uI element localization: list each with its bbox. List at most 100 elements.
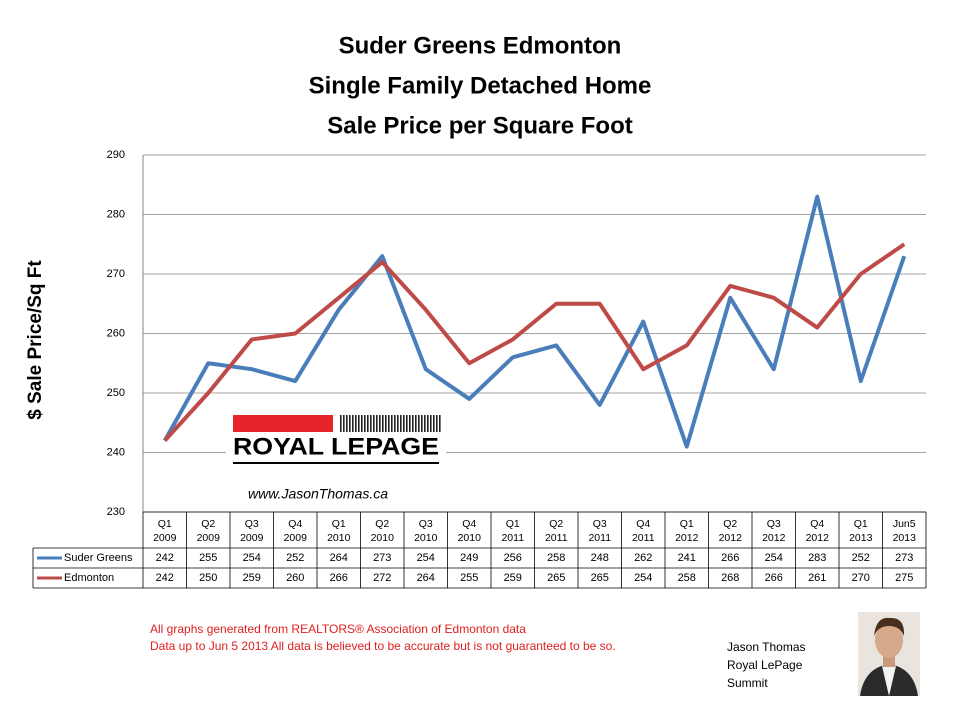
- y-tick-label: 240: [107, 446, 125, 458]
- x-tick-label: Q1 2012: [675, 517, 699, 544]
- table-value: 255: [460, 572, 478, 584]
- y-tick-label: 250: [107, 387, 125, 399]
- logo-bar: [233, 415, 333, 432]
- y-tick-label: 260: [107, 327, 125, 339]
- logo: ROYAL LEPAGE www.JasonThomas.ca: [226, 408, 446, 506]
- x-tick-label: Q2 2010: [370, 517, 394, 544]
- barcode-bar: [373, 415, 375, 432]
- barcode-bar: [421, 415, 423, 432]
- table-value: 266: [765, 572, 783, 584]
- x-tick-label: Jun5 2013: [892, 517, 916, 544]
- table-value: 259: [504, 572, 522, 584]
- y-tick-label: 270: [107, 268, 125, 280]
- barcode-bar: [403, 415, 405, 432]
- table-value: 258: [678, 572, 696, 584]
- barcode-bar: [391, 415, 393, 432]
- barcode-bar: [406, 415, 408, 432]
- barcode-bar: [430, 415, 432, 432]
- table-value: 266: [330, 572, 348, 584]
- table-value: 254: [243, 552, 261, 564]
- table-value: 242: [156, 552, 174, 564]
- table-value: 252: [852, 552, 870, 564]
- table-value: 254: [417, 552, 435, 564]
- photo-shirt: [882, 666, 896, 696]
- table-value: 270: [852, 572, 870, 584]
- x-tick-label: Q1 2010: [327, 517, 351, 544]
- barcode-bar: [367, 415, 369, 432]
- y-tick-label: 230: [107, 506, 125, 518]
- table-value: 256: [504, 552, 522, 564]
- table-value: 255: [199, 552, 217, 564]
- x-tick-label: Q1 2013: [849, 517, 873, 544]
- barcode-bar: [385, 415, 387, 432]
- x-tick-label: Q3 2012: [762, 517, 786, 544]
- barcode-bar: [343, 415, 345, 432]
- x-tick-label: Q3 2010: [414, 517, 438, 544]
- table-value: 252: [286, 552, 304, 564]
- y-tick-label: 280: [107, 208, 125, 220]
- x-tick-label: Q1 2009: [153, 517, 177, 544]
- table-value: 242: [156, 572, 174, 584]
- y-axis-label: $ Sale Price/Sq Ft: [25, 260, 46, 420]
- barcode-bar: [424, 415, 426, 432]
- barcode-bar: [439, 415, 441, 432]
- signature: Summit: [727, 676, 768, 690]
- barcode-bar: [364, 415, 366, 432]
- table-value: 273: [373, 552, 391, 564]
- table-value: 275: [895, 572, 913, 584]
- x-tick-label: Q3 2009: [240, 517, 264, 544]
- barcode-bar: [352, 415, 354, 432]
- table-value: 258: [547, 552, 565, 564]
- x-tick-label: Q4 2011: [631, 517, 655, 544]
- table-value: 254: [634, 572, 652, 584]
- barcode-bar: [379, 415, 381, 432]
- series-line: [163, 194, 907, 449]
- barcode-bar: [412, 415, 414, 432]
- table-value: 265: [547, 572, 565, 584]
- barcode-bar: [436, 415, 438, 432]
- x-tick-label: Q2 2009: [196, 517, 220, 544]
- x-tick-label: Q2 2011: [544, 517, 568, 544]
- table-value: 264: [330, 552, 348, 564]
- logo-rule: [233, 462, 439, 464]
- barcode-bar: [358, 415, 360, 432]
- chart-title: Suder Greens Edmonton: [339, 32, 622, 59]
- photo-face: [875, 622, 903, 658]
- logo-website: www.JasonThomas.ca: [248, 486, 388, 502]
- x-tick-label: Q4 2012: [805, 517, 829, 544]
- logo-brand: ROYAL LEPAGE: [233, 433, 439, 460]
- table-value: 248: [591, 552, 609, 564]
- table-value: 266: [721, 552, 739, 564]
- x-tick-label: Q4 2010: [457, 517, 481, 544]
- barcode-bar: [349, 415, 351, 432]
- table-value: 261: [808, 572, 826, 584]
- series-line: [163, 242, 906, 442]
- table-value: 241: [678, 552, 696, 564]
- barcode-bar: [409, 415, 411, 432]
- x-tick-label: Q2 2012: [718, 517, 742, 544]
- signature: Jason Thomas: [727, 640, 806, 654]
- table-value: 264: [417, 572, 435, 584]
- footnote: Data up to Jun 5 2013 All data is believ…: [150, 639, 616, 653]
- table-value: 262: [634, 552, 652, 564]
- barcode-bar: [418, 415, 420, 432]
- table-value: 254: [765, 552, 783, 564]
- barcode-bar: [355, 415, 357, 432]
- barcode-bar: [361, 415, 363, 432]
- table-value: 268: [721, 572, 739, 584]
- barcode-bar: [415, 415, 417, 432]
- table-value: 250: [199, 572, 217, 584]
- barcode-bar: [400, 415, 402, 432]
- signature: Royal LePage: [727, 658, 803, 672]
- photo-neck: [883, 655, 895, 667]
- table-value: 260: [286, 572, 304, 584]
- photo: [858, 612, 920, 696]
- table-value: 265: [591, 572, 609, 584]
- barcode-bar: [427, 415, 429, 432]
- barcode-bar: [370, 415, 372, 432]
- barcode-bar: [346, 415, 348, 432]
- x-tick-label: Q1 2011: [501, 517, 525, 544]
- x-tick-label: Q3 2011: [588, 517, 612, 544]
- y-tick-label: 290: [107, 149, 125, 161]
